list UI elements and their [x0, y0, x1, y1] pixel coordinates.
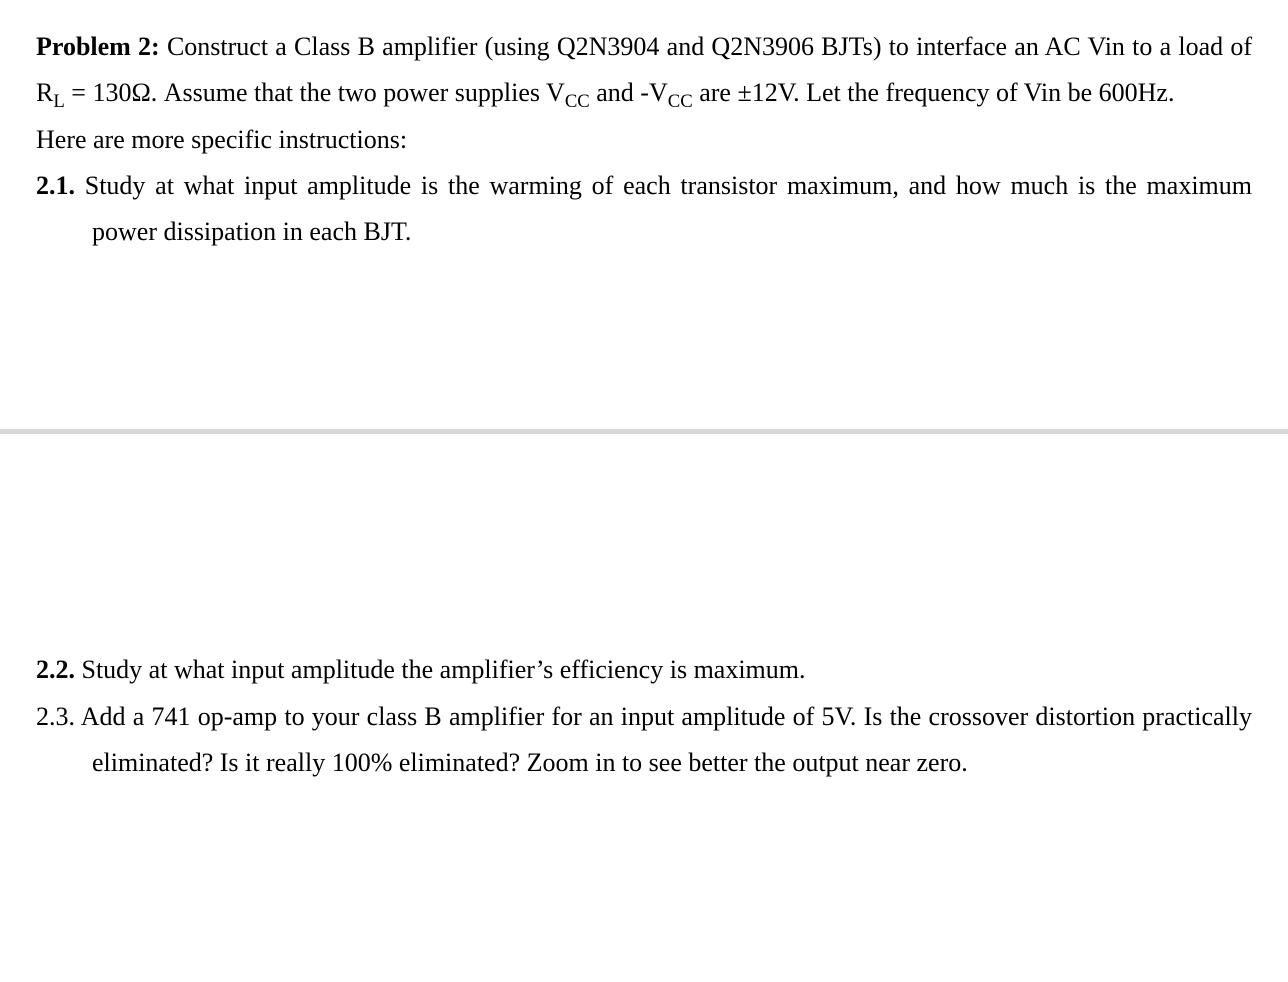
- text-fragment: are ±12V. Let the frequency of Vin be 60…: [693, 78, 1175, 107]
- problem-intro: Problem 2: Construct a Class B amplifier…: [36, 24, 1252, 117]
- page-separator: [0, 415, 1288, 527]
- page-upper: Problem 2: Construct a Class B amplifier…: [0, 0, 1288, 415]
- subscript-CC: CC: [565, 91, 590, 112]
- page-lower: 2.2. Study at what input amplitude the a…: [0, 527, 1288, 814]
- subitem-text: Study at what input amplitude the amplif…: [75, 655, 806, 684]
- subitem-2-3: 2.3. Add a 741 op-amp to your class B am…: [36, 694, 1252, 787]
- subitem-text: Add a 741 op-amp to your class B amplifi…: [75, 702, 1252, 777]
- separator-gap-bottom: [0, 434, 1288, 527]
- instructions-lead: Here are more specific instructions:: [36, 117, 1252, 163]
- subitem-number: 2.3.: [36, 702, 75, 731]
- subitem-2-2: 2.2. Study at what input amplitude the a…: [36, 647, 1252, 693]
- subitem-number: 2.2.: [36, 655, 75, 684]
- subitem-number: 2.1.: [36, 171, 75, 200]
- subscript-L: L: [53, 91, 64, 112]
- text-fragment: and -V: [590, 78, 668, 107]
- separator-gap-top: [0, 415, 1288, 429]
- problem-label: Problem 2:: [36, 32, 160, 61]
- subitem-text: Study at what input amplitude is the war…: [75, 171, 1252, 246]
- subscript-CC: CC: [668, 91, 693, 112]
- text-fragment: = 130Ω. Assume that the two power suppli…: [65, 78, 565, 107]
- subitem-2-1: 2.1. Study at what input amplitude is th…: [36, 163, 1252, 256]
